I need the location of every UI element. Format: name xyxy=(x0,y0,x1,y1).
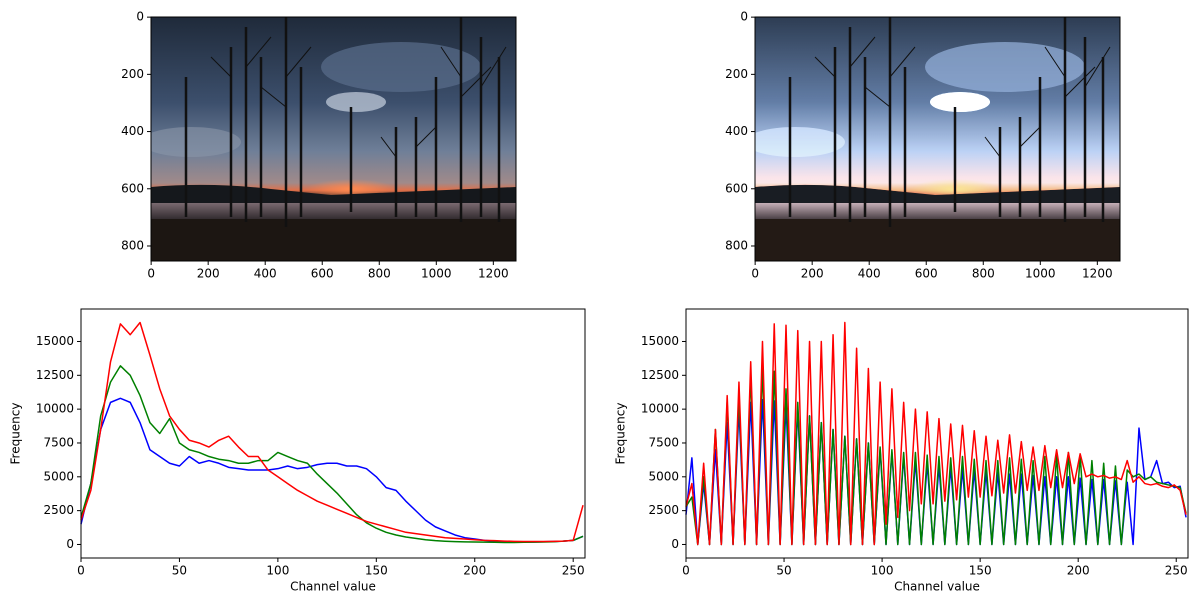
series-line xyxy=(80,365,584,544)
y-axis-label: Frequency xyxy=(614,403,628,465)
y-axis-label: Frequency xyxy=(9,403,23,465)
y-tick-label: 15000 xyxy=(641,334,679,348)
y-tick-label: 12500 xyxy=(36,368,74,382)
x-tick-label: 400 xyxy=(858,267,881,281)
x-tick-label: 250 xyxy=(562,564,585,578)
x-tick-label: 0 xyxy=(77,564,85,578)
x-tick-label: 1000 xyxy=(421,267,452,281)
x-tick-label: 0 xyxy=(682,564,690,578)
x-tick-label: 50 xyxy=(172,564,187,578)
x-tick-label: 0 xyxy=(751,267,759,281)
axes-frame xyxy=(80,308,586,559)
y-tick-label: 200 xyxy=(121,67,144,81)
x-tick-label: 100 xyxy=(266,564,289,578)
x-tick-label: 1000 xyxy=(1025,267,1056,281)
y-tick-label: 0 xyxy=(740,10,748,24)
y-tick-label: 15000 xyxy=(36,334,74,348)
y-tick-label: 12500 xyxy=(641,368,679,382)
x-tick-label: 200 xyxy=(463,564,486,578)
x-tick-label: 1200 xyxy=(1082,267,1113,281)
x-tick-label: 150 xyxy=(969,564,992,578)
x-tick-label: 200 xyxy=(801,267,824,281)
y-tick-label: 800 xyxy=(725,238,748,252)
axes-frame xyxy=(685,308,1189,559)
x-tick-label: 50 xyxy=(776,564,791,578)
series-line xyxy=(80,321,584,543)
x-tick-label: 100 xyxy=(871,564,894,578)
series-line xyxy=(685,321,1187,546)
y-tick-label: 0 xyxy=(136,10,144,24)
y-tick-label: 600 xyxy=(725,181,748,195)
x-tick-label: 800 xyxy=(368,267,391,281)
x-tick-label: 600 xyxy=(311,267,334,281)
y-tick-label: 5000 xyxy=(43,469,74,483)
y-tick-label: 600 xyxy=(121,181,144,195)
y-tick-label: 200 xyxy=(725,67,748,81)
x-tick-label: 1200 xyxy=(478,267,509,281)
y-tick-label: 400 xyxy=(121,124,144,138)
image-right xyxy=(755,17,1120,261)
y-tick-label: 800 xyxy=(121,238,144,252)
image-left xyxy=(151,17,516,261)
y-tick-label: 10000 xyxy=(641,402,679,416)
y-tick-label: 10000 xyxy=(36,402,74,416)
x-tick-label: 250 xyxy=(1165,564,1188,578)
x-tick-label: 150 xyxy=(365,564,388,578)
x-tick-label: 200 xyxy=(1067,564,1090,578)
x-axis-label: Channel value xyxy=(290,580,376,594)
y-tick-label: 2500 xyxy=(43,503,74,517)
x-tick-label: 800 xyxy=(972,267,995,281)
axes-frame xyxy=(150,16,517,262)
y-tick-label: 7500 xyxy=(648,435,679,449)
x-tick-label: 200 xyxy=(197,267,220,281)
y-tick-label: 400 xyxy=(725,124,748,138)
y-tick-label: 5000 xyxy=(648,469,679,483)
y-tick-label: 7500 xyxy=(43,435,74,449)
x-tick-label: 400 xyxy=(254,267,277,281)
x-tick-label: 600 xyxy=(915,267,938,281)
series-line xyxy=(80,397,584,543)
axes-frame xyxy=(754,16,1121,262)
x-tick-label: 0 xyxy=(147,267,155,281)
y-tick-label: 2500 xyxy=(648,503,679,517)
y-tick-label: 0 xyxy=(66,537,74,551)
y-tick-label: 0 xyxy=(671,537,679,551)
x-axis-label: Channel value xyxy=(894,580,980,594)
